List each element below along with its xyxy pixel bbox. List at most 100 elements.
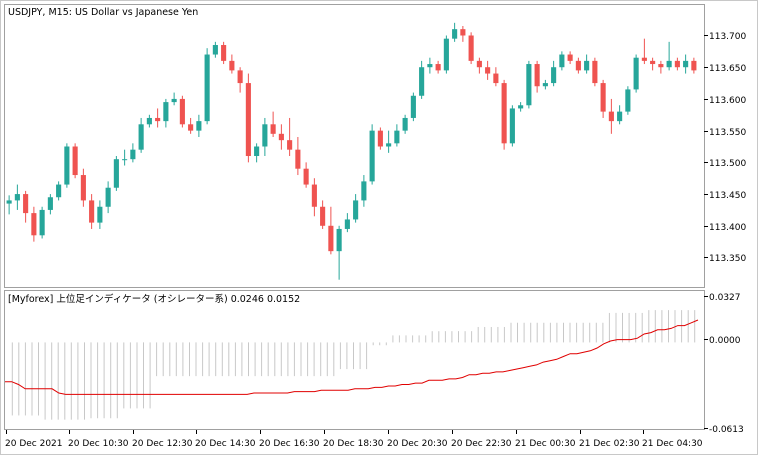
candle[interactable]	[584, 54, 590, 74]
candle[interactable]	[674, 57, 680, 71]
candle[interactable]	[460, 25, 466, 42]
candle[interactable]	[452, 22, 458, 42]
candle-body	[410, 95, 416, 118]
candle[interactable]	[600, 79, 606, 118]
candle[interactable]	[485, 60, 491, 80]
candle[interactable]	[353, 194, 359, 223]
candle[interactable]	[476, 57, 482, 74]
candle[interactable]	[254, 143, 260, 163]
candle[interactable]	[534, 60, 540, 93]
candle[interactable]	[229, 54, 235, 74]
candle-body	[559, 54, 565, 68]
candle[interactable]	[542, 79, 548, 90]
candle[interactable]	[303, 162, 309, 188]
candle[interactable]	[526, 60, 532, 109]
candle[interactable]	[295, 136, 301, 176]
candle[interactable]	[47, 194, 53, 215]
candle[interactable]	[617, 105, 623, 125]
candle-body	[328, 225, 334, 252]
candle[interactable]	[377, 127, 383, 150]
candle[interactable]	[221, 41, 227, 65]
candle[interactable]	[72, 143, 78, 179]
candle[interactable]	[212, 41, 218, 58]
candle[interactable]	[237, 67, 243, 93]
candle[interactable]	[518, 102, 524, 112]
candle-body	[122, 159, 128, 161]
candle[interactable]	[80, 168, 86, 207]
candle[interactable]	[633, 54, 639, 93]
candle-body	[526, 64, 532, 106]
candle[interactable]	[443, 35, 449, 74]
candle[interactable]	[592, 57, 598, 87]
candle[interactable]	[105, 181, 111, 214]
candle[interactable]	[336, 225, 342, 280]
candle[interactable]	[122, 149, 128, 166]
candle[interactable]	[575, 57, 581, 74]
candle[interactable]	[31, 206, 37, 242]
candle[interactable]	[188, 117, 194, 134]
candle[interactable]	[468, 32, 474, 65]
candle[interactable]	[509, 105, 515, 147]
candle[interactable]	[493, 67, 499, 87]
candle[interactable]	[278, 124, 284, 150]
candle[interactable]	[245, 73, 251, 163]
candle[interactable]	[328, 206, 334, 255]
candle[interactable]	[658, 60, 664, 74]
candle[interactable]	[691, 57, 697, 74]
candle[interactable]	[625, 86, 631, 115]
candle[interactable]	[386, 130, 392, 153]
candle[interactable]	[155, 108, 161, 128]
candle[interactable]	[14, 184, 20, 210]
candle[interactable]	[402, 114, 408, 134]
candle[interactable]	[138, 117, 144, 153]
candle[interactable]	[394, 124, 400, 147]
candle[interactable]	[311, 178, 317, 217]
indicator-pane-frame[interactable]	[4, 290, 705, 430]
candle[interactable]	[344, 213, 350, 233]
candle[interactable]	[501, 79, 507, 150]
candle-body	[39, 209, 45, 236]
candle[interactable]	[435, 60, 441, 74]
candle[interactable]	[56, 181, 62, 201]
candle[interactable]	[146, 114, 152, 128]
candle[interactable]	[163, 98, 169, 128]
candle-body	[47, 197, 53, 210]
candle[interactable]	[262, 117, 268, 157]
candle[interactable]	[559, 51, 565, 71]
candle[interactable]	[130, 143, 136, 163]
candle[interactable]	[97, 200, 103, 229]
candle[interactable]	[683, 54, 689, 74]
candle[interactable]	[410, 92, 416, 122]
candle[interactable]	[287, 117, 293, 157]
candle-body	[625, 89, 631, 112]
price-pane-frame[interactable]	[4, 4, 705, 288]
candle[interactable]	[320, 200, 326, 229]
candle[interactable]	[39, 206, 45, 239]
price-label: 113.600	[709, 96, 746, 106]
candle[interactable]	[551, 60, 557, 87]
candle[interactable]	[567, 51, 573, 65]
candle[interactable]	[204, 48, 210, 125]
candle[interactable]	[650, 57, 656, 71]
candle[interactable]	[361, 175, 367, 207]
candle[interactable]	[113, 156, 119, 191]
candle[interactable]	[608, 98, 614, 134]
candle-body	[369, 130, 375, 182]
candle[interactable]	[23, 190, 29, 223]
candle[interactable]	[666, 41, 672, 71]
candle[interactable]	[171, 92, 177, 106]
candle[interactable]	[64, 143, 70, 188]
candles-layer[interactable]	[6, 22, 697, 280]
candle[interactable]	[270, 111, 276, 137]
candle[interactable]	[427, 57, 433, 74]
candle[interactable]	[179, 95, 185, 128]
candle[interactable]	[369, 124, 375, 185]
candle[interactable]	[6, 195, 12, 215]
candle[interactable]	[641, 38, 647, 65]
candle[interactable]	[89, 194, 95, 229]
candle[interactable]	[196, 114, 202, 137]
candle[interactable]	[419, 60, 425, 99]
indicator-label: 0.0327	[709, 293, 741, 303]
